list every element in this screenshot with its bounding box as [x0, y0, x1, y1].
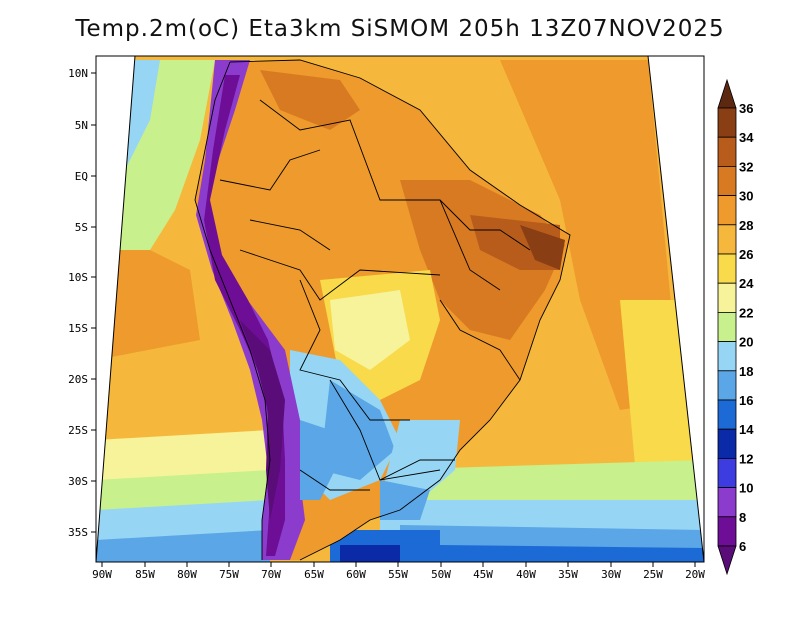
- lon-tick: 65W: [304, 562, 324, 581]
- lat-tick: 10S: [68, 271, 96, 284]
- colorbar-label: 24: [739, 276, 754, 291]
- colorbar-label: 36: [739, 101, 753, 116]
- lat-tick: EQ: [75, 170, 96, 183]
- colorbar-label: 14: [739, 422, 754, 437]
- lon-tick-label: 80W: [177, 568, 197, 581]
- colorbar-label: 30: [739, 189, 753, 204]
- lon-tick: 50W: [431, 562, 451, 581]
- longitude-axis: 90W 85W 80W 75W 70W 65W 60W 55W 50W 45W …: [92, 562, 705, 581]
- lat-tick-label: 30S: [68, 475, 88, 488]
- colorbar-band: [717, 311, 737, 342]
- colorbar-label: 28: [739, 218, 753, 233]
- latitude-axis: 10N 5N EQ 5S 10S 15S 20S 25S 30S 35S: [68, 67, 96, 539]
- colorbar-band: [717, 516, 737, 547]
- lon-tick: 85W: [135, 562, 155, 581]
- lon-tick: 80W: [177, 562, 197, 581]
- lon-tick-label: 55W: [388, 568, 408, 581]
- lon-tick: 25W: [643, 562, 663, 581]
- lon-tick-label: 70W: [261, 568, 281, 581]
- colorbar-band: [717, 136, 737, 167]
- colorbar-band: [717, 370, 737, 401]
- lat-tick-label: 35S: [68, 526, 88, 539]
- lon-tick: 70W: [261, 562, 281, 581]
- lat-tick-label: 5S: [75, 221, 88, 234]
- lon-tick: 20W: [685, 562, 705, 581]
- lat-tick-label: 15S: [68, 322, 88, 335]
- colorbar: 36 34 32 30 28 26 24 22 20 18 16 14 12 10 8 6: [717, 78, 754, 576]
- colorbar-label: 8: [739, 510, 746, 525]
- lat-tick: 30S: [68, 475, 96, 488]
- lat-tick-label: EQ: [75, 170, 88, 183]
- colorbar-band: [717, 341, 737, 372]
- map-title: Temp.2m(oC) Eta3km SiSMOM 205h 13Z07NOV2…: [75, 16, 725, 42]
- lon-tick: 90W: [92, 562, 112, 581]
- lon-tick-label: 60W: [346, 568, 366, 581]
- colorbar-label: 10: [739, 481, 753, 496]
- lon-tick: 40W: [516, 562, 536, 581]
- lon-tick: 30W: [601, 562, 621, 581]
- lon-tick: 45W: [473, 562, 493, 581]
- lat-tick-label: 25S: [68, 424, 88, 437]
- colorbar-label: 20: [739, 335, 753, 350]
- lat-tick: 10N: [68, 67, 96, 80]
- colorbar-band: [717, 165, 737, 196]
- colorbar-label: 22: [739, 305, 753, 320]
- lon-tick-label: 35W: [558, 568, 578, 581]
- lon-tick-label: 75W: [219, 568, 239, 581]
- colorbar-label: 16: [739, 393, 753, 408]
- lat-tick: 25S: [68, 424, 96, 437]
- lon-tick-label: 20W: [685, 568, 705, 581]
- colorbar-band: [717, 224, 737, 255]
- colorbar-band: [717, 457, 737, 488]
- lon-tick-label: 85W: [135, 568, 155, 581]
- lon-tick-label: 50W: [431, 568, 451, 581]
- lat-tick-label: 5N: [75, 119, 88, 132]
- colorbar-band: [717, 487, 737, 518]
- colorbar-arrow-top: [717, 78, 737, 109]
- colorbar-band: [717, 253, 737, 284]
- lon-tick: 35W: [558, 562, 578, 581]
- lon-tick: 55W: [388, 562, 408, 581]
- lat-tick: 20S: [68, 373, 96, 386]
- lat-tick-label: 10N: [68, 67, 88, 80]
- lat-tick: 15S: [68, 322, 96, 335]
- lat-tick: 5S: [75, 221, 96, 234]
- colorbar-label: 26: [739, 247, 753, 262]
- temperature-field: [96, 56, 704, 562]
- lat-tick: 5N: [75, 119, 96, 132]
- lon-tick: 75W: [219, 562, 239, 581]
- lat-tick-label: 10S: [68, 271, 88, 284]
- colorbar-band: [717, 399, 737, 430]
- lon-tick-label: 30W: [601, 568, 621, 581]
- lon-tick-label: 65W: [304, 568, 324, 581]
- colorbar-label: 12: [739, 451, 753, 466]
- lon-tick: 60W: [346, 562, 366, 581]
- colorbar-label: 6: [739, 539, 746, 554]
- lat-tick: 35S: [68, 526, 96, 539]
- lon-tick-label: 40W: [516, 568, 536, 581]
- colorbar-label: 32: [739, 159, 753, 174]
- lon-tick-label: 25W: [643, 568, 663, 581]
- map-axes-frame: [95, 55, 705, 563]
- colorbar-label: 18: [739, 364, 753, 379]
- colorbar-band: [717, 107, 737, 138]
- colorbar-label: 34: [739, 130, 754, 145]
- colorbar-band: [717, 195, 737, 226]
- colorbar-band: [717, 428, 737, 459]
- colorbar-arrow-bottom: [717, 545, 737, 576]
- lon-tick-label: 45W: [473, 568, 493, 581]
- country-boundaries: [194, 59, 571, 561]
- lon-tick-label: 90W: [92, 568, 112, 581]
- lat-tick-label: 20S: [68, 373, 88, 386]
- colorbar-band: [717, 282, 737, 313]
